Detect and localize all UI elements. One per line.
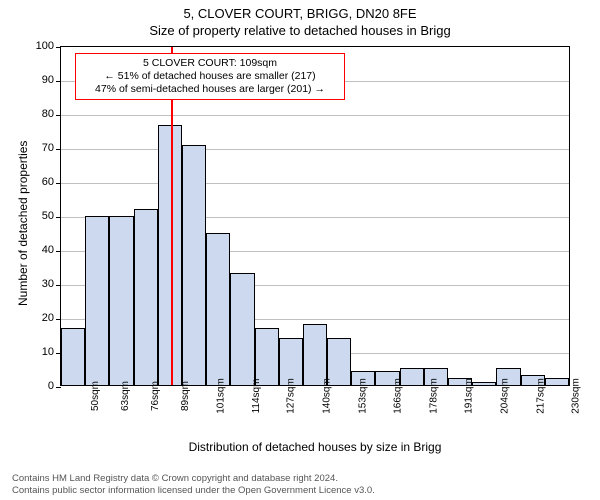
bar <box>134 209 158 385</box>
x-axis-title: Distribution of detached houses by size … <box>60 440 570 454</box>
y-tick-label: 60 <box>42 176 54 188</box>
bar <box>158 125 182 385</box>
x-tick-label: 114sqm <box>250 396 261 431</box>
bar <box>303 324 327 385</box>
x-tick-label: 204sqm <box>500 396 511 432</box>
x-tick-label: 191sqm <box>464 396 475 432</box>
bar <box>206 233 230 385</box>
x-tick-label: 178sqm <box>428 396 439 432</box>
bar <box>545 378 569 385</box>
annotation-box: 5 CLOVER COURT: 109sqm← 51% of detached … <box>75 53 345 100</box>
x-tick-label: 217sqm <box>535 396 546 432</box>
y-tick-label: 10 <box>42 346 54 358</box>
x-tick-label: 89sqm <box>180 396 191 426</box>
bar <box>85 216 109 385</box>
chart-container: 5, CLOVER COURT, BRIGG, DN20 8FE Size of… <box>0 0 600 500</box>
footer-line1: Contains HM Land Registry data © Crown c… <box>12 473 375 484</box>
y-tick-label: 100 <box>36 40 54 52</box>
bar <box>109 216 133 385</box>
bar <box>230 273 254 385</box>
x-tick-label: 101sqm <box>216 396 227 432</box>
y-tick-label: 90 <box>42 74 54 86</box>
title-line1: 5, CLOVER COURT, BRIGG, DN20 8FE <box>0 0 600 21</box>
y-tick-label: 0 <box>48 380 54 392</box>
y-tick-label: 40 <box>42 244 54 256</box>
y-tick-labels: 0102030405060708090100 <box>0 46 60 386</box>
bar <box>182 145 206 385</box>
title-line2: Size of property relative to detached ho… <box>0 21 600 38</box>
y-tick-label: 20 <box>42 312 54 324</box>
y-tick-label: 50 <box>42 210 54 222</box>
annotation-line: 47% of semi-detached houses are larger (… <box>80 83 340 96</box>
x-tick-label: 127sqm <box>286 396 297 432</box>
annotation-line: ← 51% of detached houses are smaller (21… <box>80 70 340 83</box>
bar <box>255 328 279 385</box>
footer: Contains HM Land Registry data © Crown c… <box>12 473 375 496</box>
x-tick-label: 76sqm <box>150 396 161 426</box>
x-tick-label: 166sqm <box>393 396 404 432</box>
bar <box>61 328 85 385</box>
y-tick-label: 30 <box>42 278 54 290</box>
y-tick-label: 70 <box>42 142 54 154</box>
y-tick-label: 80 <box>42 108 54 120</box>
footer-line2: Contains public sector information licen… <box>12 485 375 496</box>
x-tick-label: 63sqm <box>120 396 131 426</box>
bar <box>472 382 496 385</box>
x-tick-label: 140sqm <box>322 396 333 432</box>
x-tick-label: 50sqm <box>90 396 101 426</box>
x-tick-label: 230sqm <box>571 396 582 432</box>
x-tick-labels: 50sqm63sqm76sqm89sqm101sqm114sqm127sqm14… <box>60 390 570 401</box>
annotation-line: 5 CLOVER COURT: 109sqm <box>80 57 340 70</box>
x-tick-label: 153sqm <box>357 396 368 432</box>
plot-area: 5 CLOVER COURT: 109sqm← 51% of detached … <box>60 46 570 386</box>
